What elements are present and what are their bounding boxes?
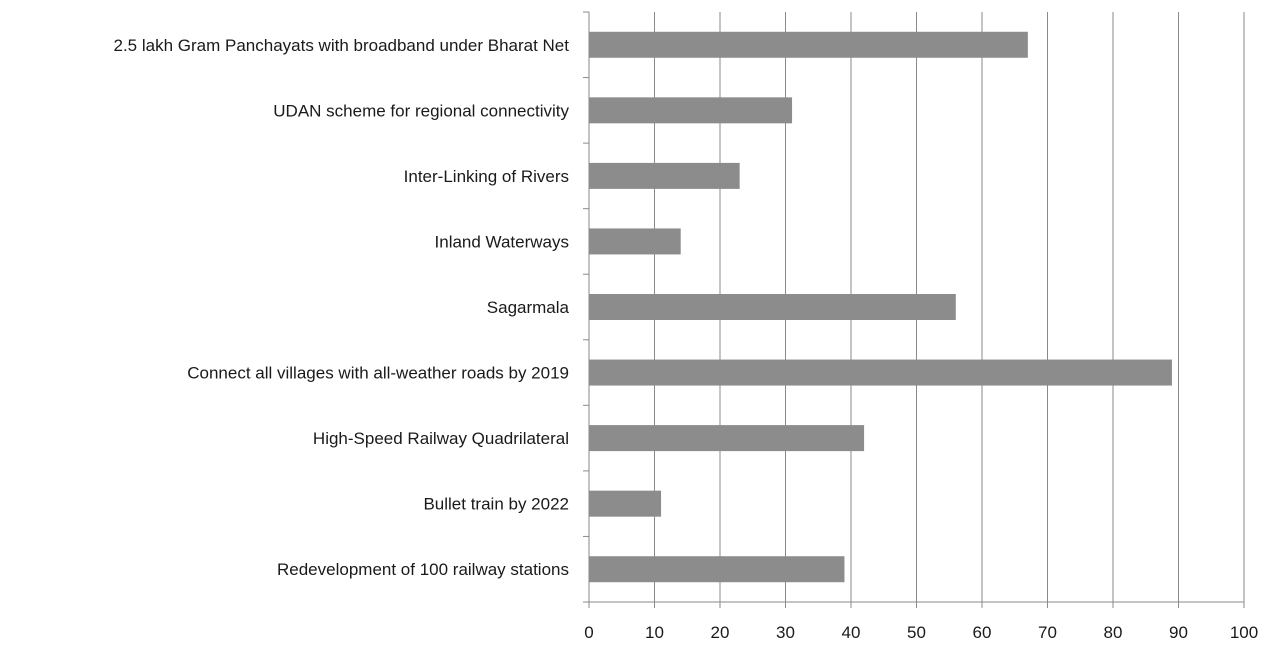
x-tick-label-40: 40 — [842, 623, 861, 642]
x-tick-label-0: 0 — [584, 623, 593, 642]
x-tick-label-90: 90 — [1169, 623, 1188, 642]
labels: 0 10 20 30 40 50 60 70 80 90 100 2.5 lakh Gram Panc… — [114, 36, 1259, 642]
bars — [589, 31, 1172, 583]
bar-8 — [589, 490, 662, 517]
bar-2 — [589, 97, 793, 124]
x-tick-label-60: 60 — [973, 623, 992, 642]
x-tick-label-20: 20 — [711, 623, 730, 642]
category-label-3: Inter-Linking of Rivers — [404, 167, 569, 186]
bar-7 — [589, 425, 865, 452]
bar-4 — [589, 228, 681, 255]
category-label-1: 2.5 lakh Gram Panchayats with broadband … — [114, 36, 570, 55]
bar-3 — [589, 162, 740, 189]
category-label-4: Inland Waterways — [435, 232, 569, 251]
bar-1 — [589, 31, 1028, 58]
x-tick-label-10: 10 — [645, 623, 664, 642]
x-tick-label-50: 50 — [907, 623, 926, 642]
category-label-6: Connect all villages with all-weather ro… — [187, 364, 569, 383]
x-tick-label-100: 100 — [1230, 623, 1258, 642]
category-label-7: High-Speed Railway Quadrilateral — [313, 429, 569, 448]
category-label-5: Sagarmala — [487, 298, 570, 317]
bar-5 — [589, 294, 956, 320]
axes — [583, 11, 1245, 608]
category-label-2: UDAN scheme for regional connectivity — [273, 101, 569, 120]
bar-6 — [589, 359, 1172, 386]
bar-9 — [589, 556, 845, 583]
x-tick-label-30: 30 — [776, 623, 795, 642]
x-tick-label-70: 70 — [1038, 623, 1057, 642]
x-tick-label-80: 80 — [1104, 623, 1123, 642]
category-label-8: Bullet train by 2022 — [423, 495, 569, 514]
category-label-9: Redevelopment of 100 railway stations — [277, 560, 569, 579]
